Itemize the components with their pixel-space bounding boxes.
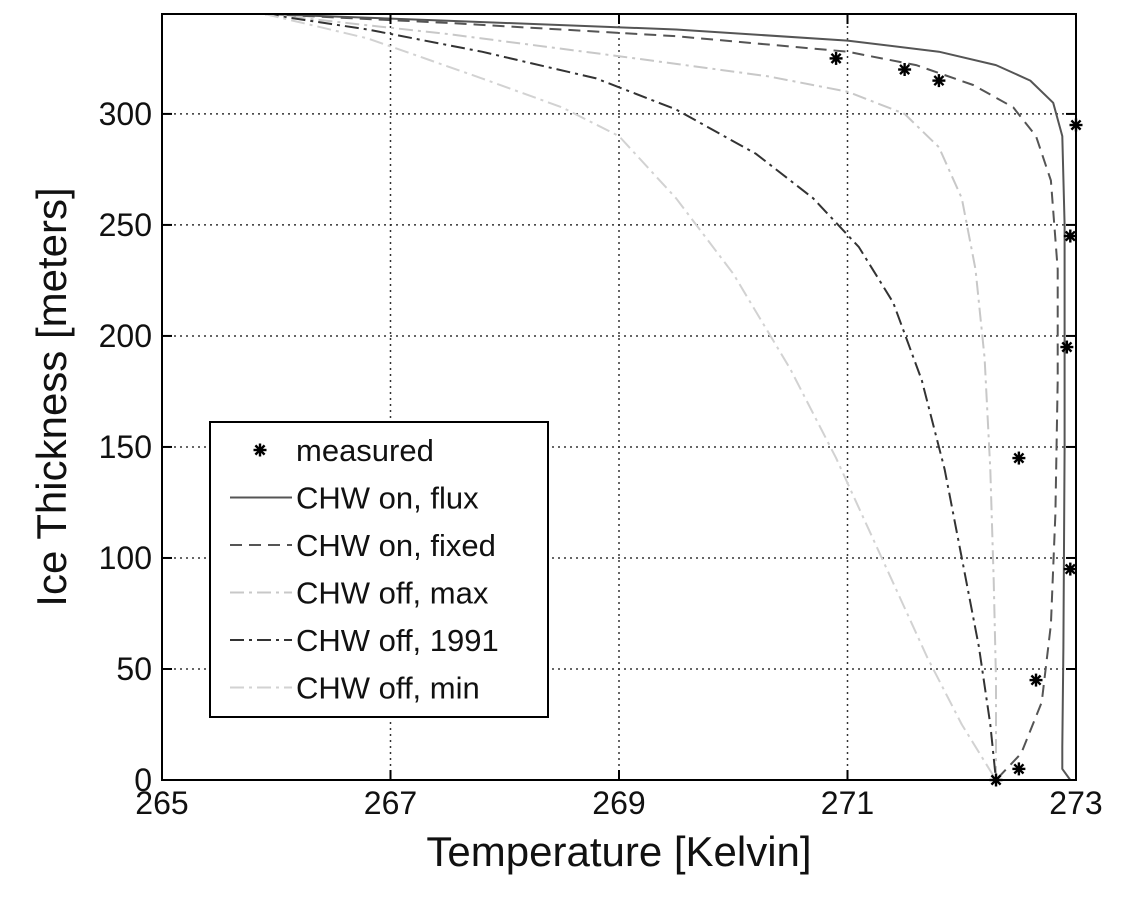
- y-tick-label: 50: [116, 651, 152, 687]
- measured-point: [1060, 340, 1074, 354]
- legend-box: [209, 421, 549, 718]
- series-line-1: [264, 13, 1072, 781]
- measured-point: [1012, 451, 1026, 465]
- plot-series: [264, 13, 1083, 787]
- y-tick-label: 150: [99, 429, 152, 465]
- x-axis-title: Temperature [Kelvin]: [426, 828, 811, 875]
- series-line-2: [264, 13, 1059, 781]
- measured-point: [829, 51, 843, 65]
- y-axis-title: Ice Thickness [meters]: [28, 187, 75, 606]
- measured-point: [1012, 762, 1026, 776]
- x-tick-label: 267: [364, 785, 417, 821]
- legend-label: CHW off, 1991: [296, 623, 499, 658]
- measured-point: [1063, 229, 1077, 243]
- legend-label: CHW on, flux: [296, 481, 479, 516]
- x-tick-label: 265: [135, 785, 188, 821]
- x-tick-label: 273: [1049, 785, 1102, 821]
- x-tick-label: 271: [821, 785, 874, 821]
- legend-label: CHW off, min: [296, 671, 480, 706]
- y-tick-label: 300: [99, 96, 152, 132]
- series-line-4: [264, 13, 997, 781]
- legend-label: CHW off, max: [296, 576, 489, 611]
- legend-label: CHW on, fixed: [296, 528, 496, 563]
- axis-ticks: 265 267 269 271 273 0 50 100 150 200 250 300: [99, 14, 1103, 821]
- measured-point: [1029, 673, 1043, 687]
- grid: [162, 14, 1076, 780]
- measured-point: [898, 63, 912, 77]
- series-line-3: [264, 13, 997, 780]
- measured-point: [932, 74, 946, 88]
- legend-label: measured: [296, 433, 434, 468]
- measured-point: [1063, 562, 1077, 576]
- y-tick-label: 100: [99, 540, 152, 576]
- legend-marker: [253, 443, 267, 457]
- y-tick-label: 250: [99, 207, 152, 243]
- legend: measured CHW on, flux CHW on, fixed CHW off…: [209, 421, 549, 718]
- y-tick-label: 200: [99, 318, 152, 354]
- x-tick-label: 269: [592, 785, 645, 821]
- series-line-5: [264, 13, 997, 781]
- y-tick-label: 0: [134, 762, 152, 798]
